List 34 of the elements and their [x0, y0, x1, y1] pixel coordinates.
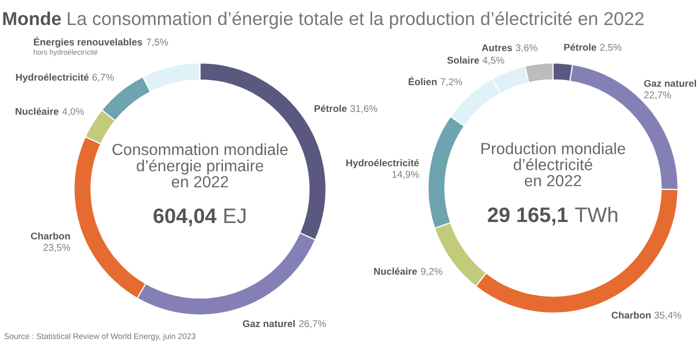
text: 29 165,1 TWh: [488, 206, 618, 226]
slice-label: Gaz naturel: [644, 80, 696, 87]
slice-label: Charbon: [612, 311, 651, 319]
slice-label: Gaz naturel: [242, 320, 295, 328]
data-label: 7,2%: [440, 78, 462, 86]
data-label: 31,6%: [350, 105, 378, 114]
slice-label: Hydroélectricité: [16, 73, 89, 83]
slice-label: Solaire: [447, 56, 480, 64]
text: Production mondiale d’électricité en 2022: [482, 142, 626, 186]
data-label: 4,5%: [482, 56, 504, 65]
data-label: 14,9%: [392, 170, 419, 179]
data-label: 4,0%: [62, 108, 84, 116]
data-label: 2,5%: [600, 44, 622, 52]
source-note: Source : Statistical Review of World Energy, juin 2023: [4, 333, 196, 341]
data-label: 26,7%: [299, 320, 326, 328]
text: 604,04 EJ: [154, 208, 246, 226]
data-label: 7,5%: [146, 38, 168, 47]
chart-title: Monde: [3, 12, 61, 26]
data-label: 35,4%: [654, 312, 682, 320]
data-label: 6,7%: [92, 74, 114, 82]
data-label: 23,5%: [43, 244, 70, 252]
chart-subtitle: La consommation d’énergie totale et la production d’électricité en 2022: [68, 11, 644, 29]
data-label: 9,2%: [421, 268, 442, 276]
slice-label: Nucléaire: [374, 268, 417, 275]
slice-label: Pétrole: [564, 44, 596, 51]
text: Consommation mondiale d’énergie primaire en 2022: [112, 143, 288, 188]
slice-label: Nucléaire: [16, 108, 58, 115]
slice-label: Pétrole: [314, 104, 347, 112]
data-label: 3,6%: [516, 44, 538, 52]
slice-label: Charbon: [30, 232, 70, 240]
slice-label: Éolien: [408, 76, 437, 86]
slice-label: Autres: [482, 44, 512, 52]
data-label: 22,7%: [644, 91, 671, 100]
slice-label: Hydroélectricité: [346, 159, 419, 168]
